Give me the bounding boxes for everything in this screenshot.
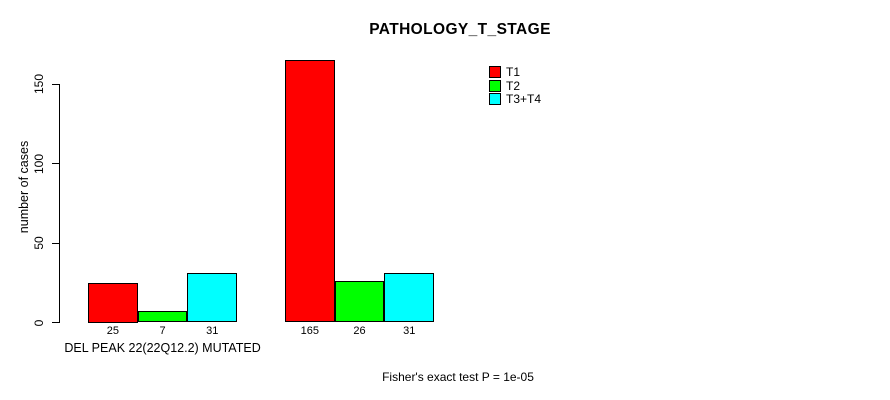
y-axis-label: number of cases [16, 140, 31, 234]
y-axis-tick-label: 0 [32, 319, 46, 326]
legend-item-t2: T2 [489, 78, 541, 93]
bar-value-label: 31 [206, 324, 219, 337]
bar-value-label: 25 [106, 324, 119, 337]
legend-swatch-t1 [489, 66, 501, 79]
fisher-test-annotation: Fisher's exact test P = 1e-05 [382, 370, 534, 384]
legend: T1 T2 T3+T4 [489, 66, 541, 106]
y-axis-tick [52, 322, 59, 323]
x-category-label: DEL PEAK 22(22Q12.2) MUTATED [64, 340, 261, 355]
y-axis-tick-label: 100 [32, 153, 46, 174]
y-axis-tick [52, 163, 59, 164]
bar-value-label: 7 [159, 324, 166, 337]
legend-item-t3-t4: T3+T4 [489, 93, 541, 106]
legend-label: T3+T4 [506, 92, 542, 107]
bar-value-label: 165 [300, 324, 320, 337]
y-axis-line [59, 84, 60, 323]
bar-t2-group1 [137, 311, 188, 323]
chart-title: PATHOLOGY_T_STAGE [369, 21, 551, 38]
bar-t3-t4-group2 [384, 273, 435, 323]
bar-t2-group2 [334, 281, 385, 323]
legend-item-t1: T1 [489, 66, 541, 79]
legend-label: T1 [506, 65, 521, 80]
y-axis-tick [52, 242, 59, 244]
bar-t1-group1 [88, 282, 138, 323]
legend-swatch-t2 [489, 79, 501, 92]
bar-value-label: 26 [353, 324, 366, 337]
y-axis-tick-label: 50 [32, 236, 46, 250]
bar-t3-t4-group1 [187, 273, 238, 323]
legend-swatch-t3-t4 [489, 93, 501, 106]
legend-label: T2 [506, 78, 521, 93]
bar-value-label: 31 [403, 324, 416, 337]
y-axis-tick-label: 150 [32, 73, 46, 95]
y-axis-tick [52, 83, 59, 85]
bar-t1-group2 [285, 60, 335, 323]
